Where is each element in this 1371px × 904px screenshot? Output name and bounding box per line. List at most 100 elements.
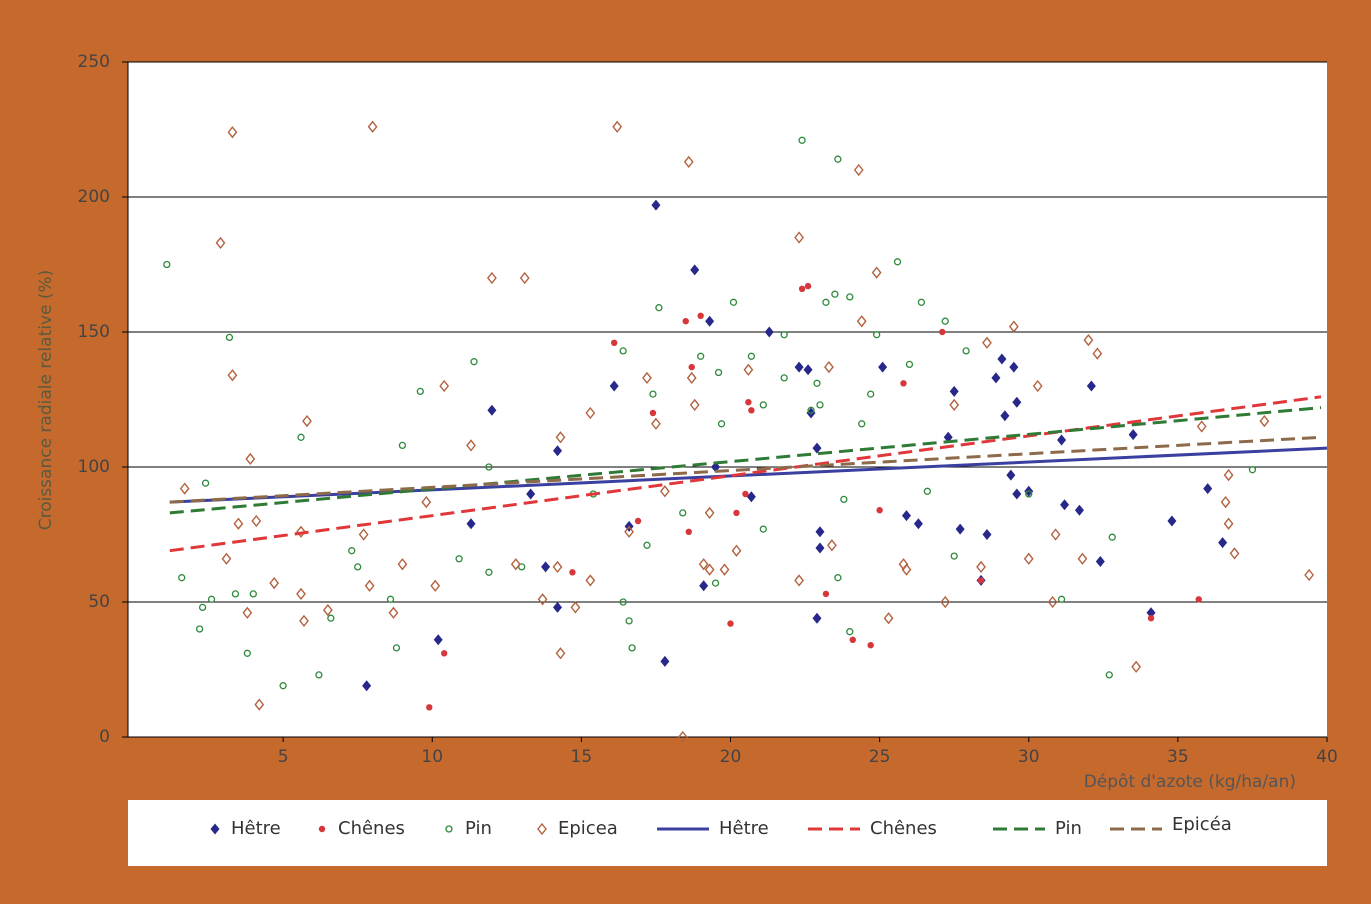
point (893, 258, 902, 266)
trend-line (169, 406, 1322, 515)
point (227, 126, 238, 139)
point (440, 650, 448, 657)
point (729, 298, 738, 306)
point (195, 625, 204, 633)
point (430, 579, 441, 592)
point (231, 590, 240, 598)
point (698, 558, 709, 571)
point (655, 304, 663, 312)
point (688, 363, 695, 371)
legend-label: Hêtre (719, 818, 769, 839)
legend-label: Chênes (870, 818, 937, 839)
point (555, 647, 566, 660)
point (619, 598, 627, 606)
point (867, 390, 875, 398)
point (704, 563, 715, 576)
point (748, 407, 755, 414)
point (982, 336, 992, 349)
x-tick-label: 15 (571, 747, 593, 767)
point (426, 704, 433, 711)
point (364, 579, 375, 592)
point (302, 414, 312, 428)
point (689, 398, 700, 412)
point (1057, 434, 1067, 446)
point (697, 352, 705, 360)
point (803, 364, 813, 376)
y-tick-label: 250 (78, 52, 110, 72)
point (487, 271, 497, 285)
legend-label: Epicéa (1172, 814, 1232, 835)
point (704, 506, 715, 520)
point (731, 544, 742, 557)
legend-label: Epicea (558, 818, 618, 839)
point (466, 439, 476, 452)
point (358, 528, 369, 541)
point (867, 642, 874, 649)
point (1086, 380, 1096, 392)
point (541, 561, 551, 573)
point (315, 671, 323, 679)
point (386, 595, 395, 603)
legend-label: Pin (1055, 818, 1082, 839)
point (949, 398, 960, 412)
point (245, 452, 256, 466)
point (1147, 615, 1155, 622)
point (269, 576, 280, 590)
point (651, 199, 661, 211)
point (1304, 568, 1314, 582)
point (1128, 429, 1138, 441)
point (225, 333, 234, 342)
y-axis-label: Croissance radiale relative (%) (36, 270, 56, 531)
point (1095, 556, 1105, 567)
point (780, 374, 788, 382)
point (1223, 517, 1234, 530)
point (242, 606, 253, 619)
point (439, 379, 450, 393)
point (354, 563, 362, 571)
point (764, 326, 774, 338)
point (991, 372, 1001, 384)
point (297, 433, 305, 441)
point (876, 507, 883, 514)
point (798, 285, 806, 292)
legend-box (128, 800, 1327, 866)
point (1105, 671, 1113, 679)
point (831, 290, 839, 298)
y-tick-label: 50 (88, 592, 110, 612)
point (215, 236, 226, 250)
x-tick-label: 40 (1316, 747, 1338, 767)
y-tick-label: 150 (78, 322, 110, 342)
point (609, 380, 619, 392)
point (1025, 490, 1033, 498)
point (348, 547, 356, 555)
point (227, 369, 238, 382)
point (962, 347, 970, 355)
point (900, 380, 907, 387)
point (485, 568, 493, 576)
point (815, 542, 825, 554)
point (555, 431, 566, 444)
point (1074, 504, 1084, 516)
point (883, 612, 894, 625)
point (397, 558, 408, 571)
y-tick-label: 200 (78, 187, 110, 207)
point (742, 490, 749, 498)
point (466, 518, 476, 530)
point (1008, 320, 1019, 333)
point (941, 317, 949, 325)
point (913, 518, 923, 530)
legend-marker (210, 823, 220, 835)
point (178, 574, 186, 582)
point (296, 587, 306, 601)
point (1218, 537, 1228, 549)
point (759, 525, 767, 533)
point (807, 406, 815, 414)
point (824, 360, 834, 374)
point (1195, 596, 1202, 603)
point (1092, 347, 1103, 360)
point (977, 577, 985, 584)
x-tick-label: 30 (1018, 747, 1040, 767)
point (553, 601, 563, 613)
point (901, 563, 912, 576)
point (198, 603, 207, 612)
